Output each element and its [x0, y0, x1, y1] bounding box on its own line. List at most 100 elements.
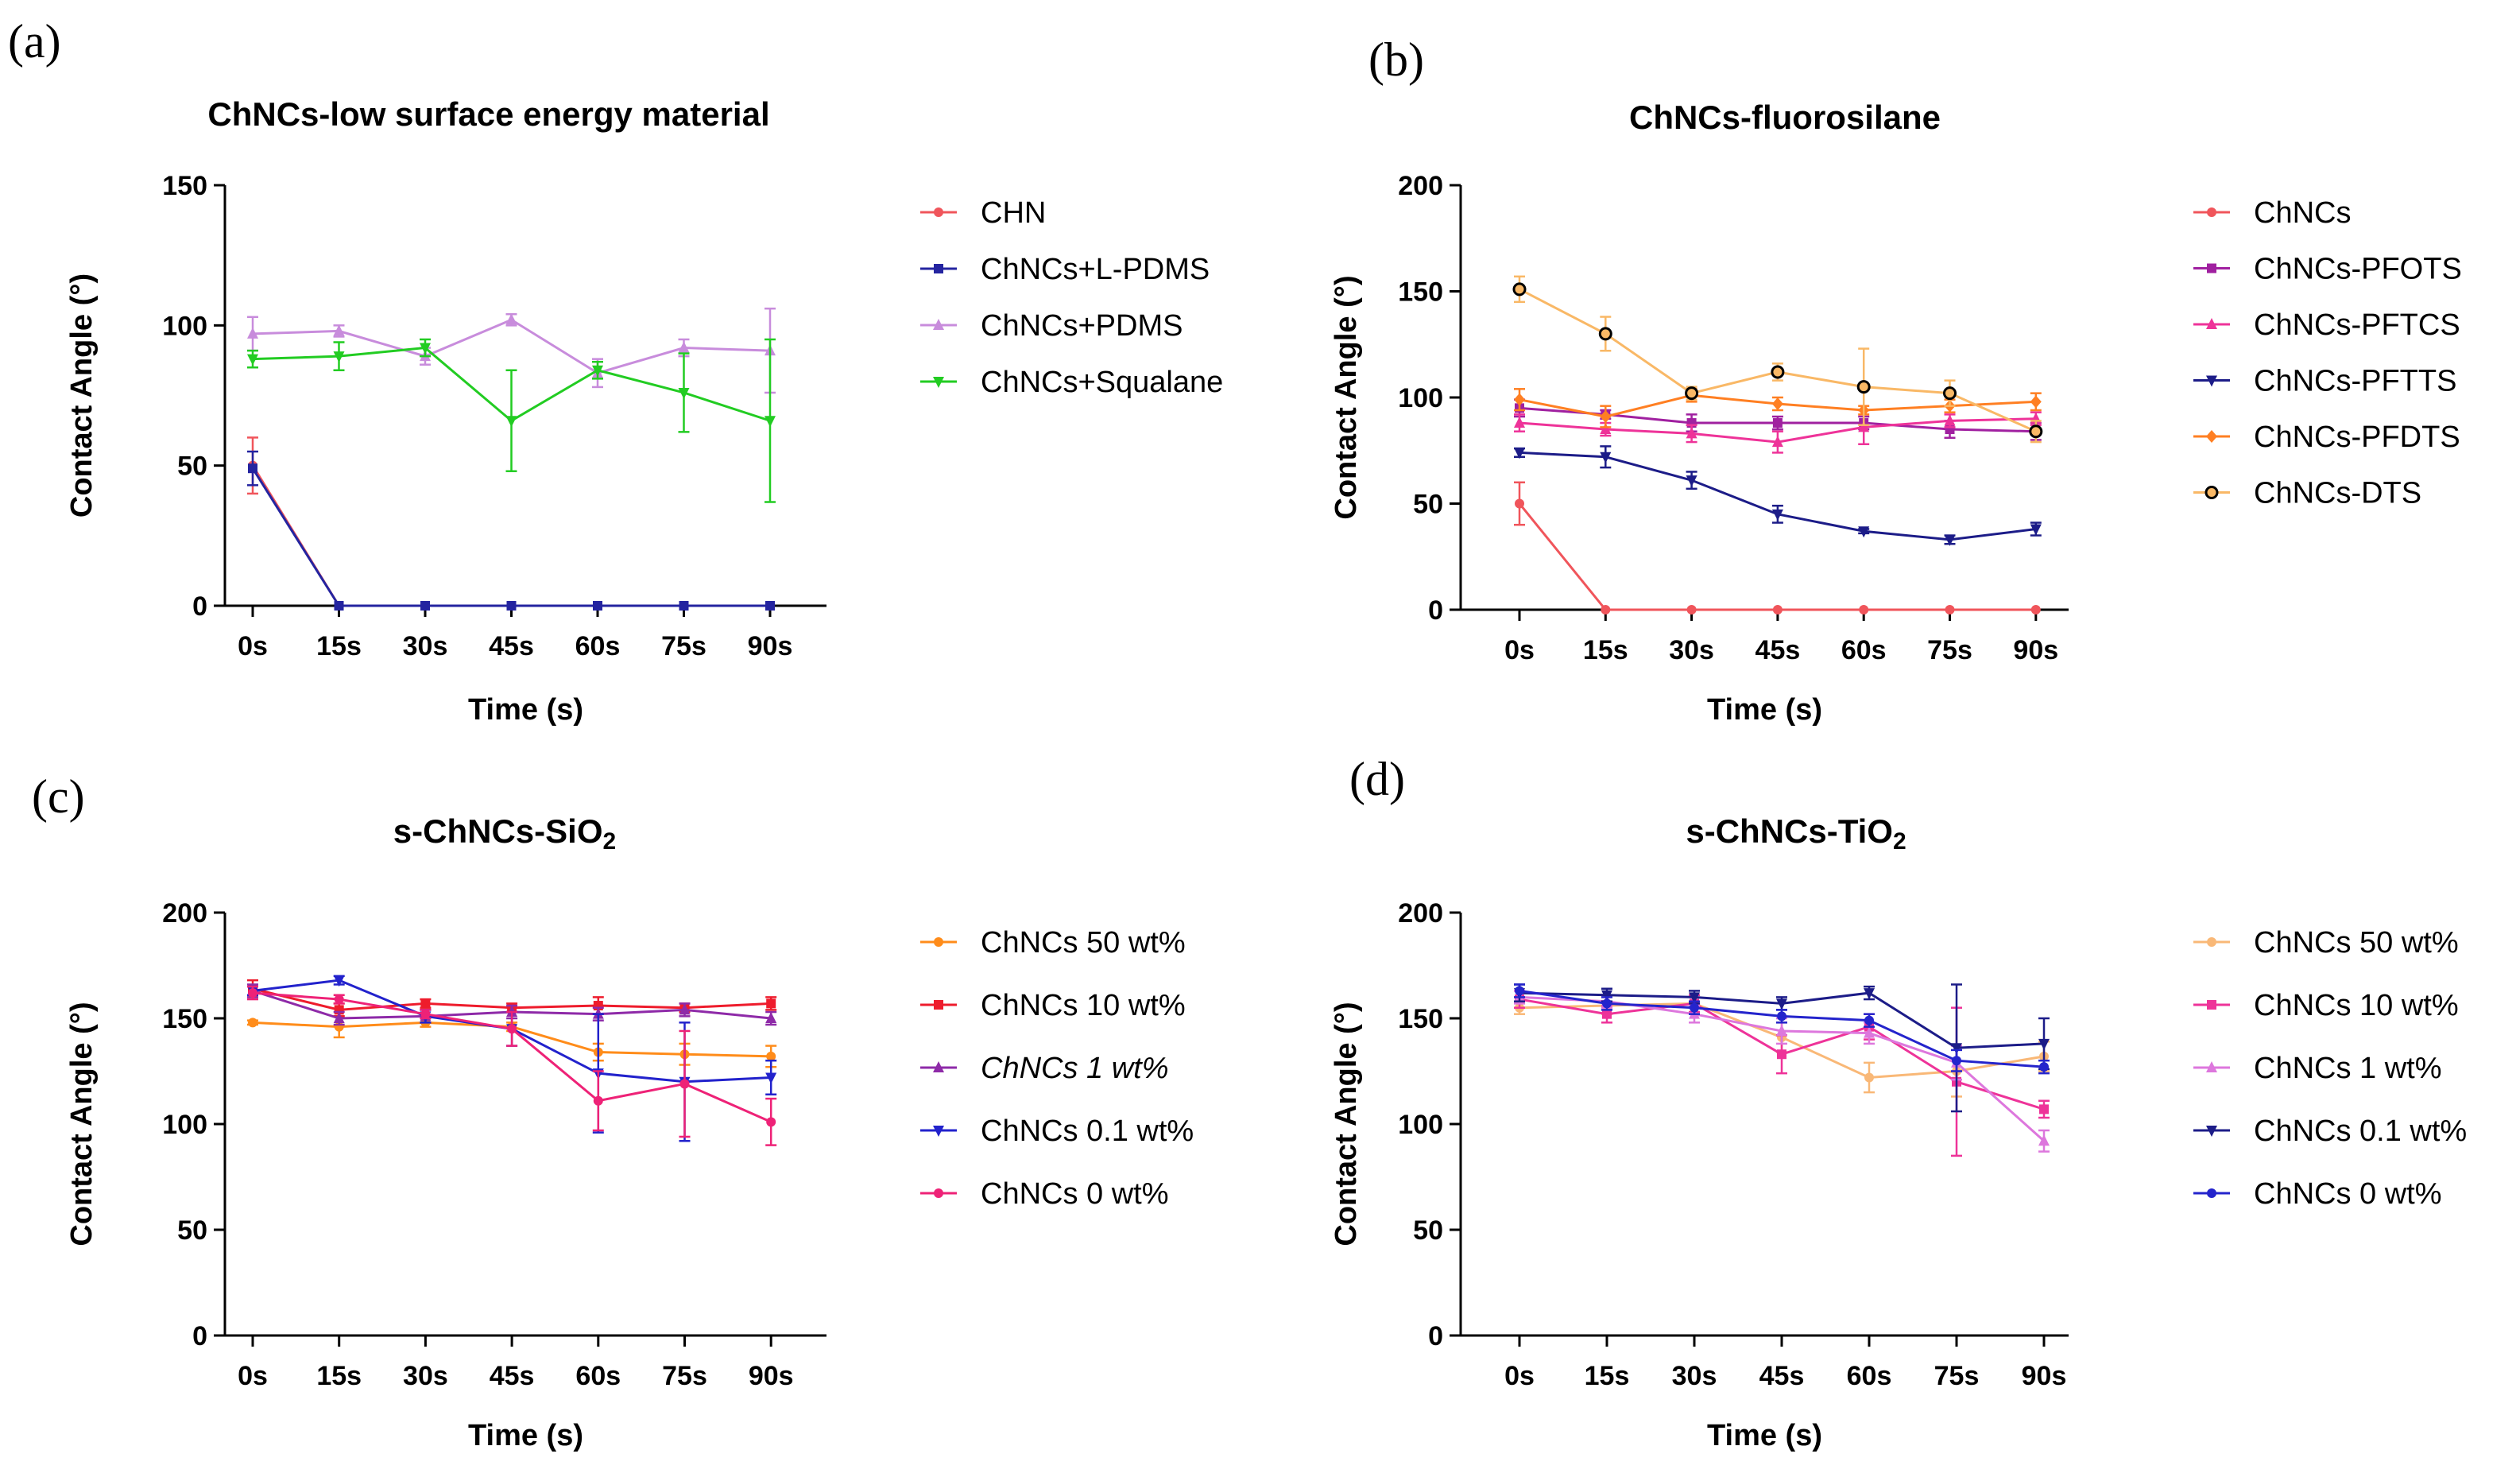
data-point	[333, 324, 345, 336]
y-tick-label: 50	[1413, 490, 1443, 520]
y-tick-label: 50	[1413, 1215, 1443, 1246]
legend-entry: ChNCs 50 wt%	[920, 926, 1186, 959]
legend-label: ChNCs-PFTCS	[2254, 308, 2460, 342]
x-axis-label: Time (s)	[1707, 1419, 1822, 1452]
legend-label: CHN	[981, 196, 1046, 230]
y-tick-label: 50	[177, 1215, 207, 1246]
chart-panel-2: (b) ChNCs-fluorosilane 0 50 100 150 200 0s 15s 30…	[1330, 33, 2462, 727]
legend-label: ChNCs-DTS	[2254, 477, 2421, 510]
data-point	[247, 327, 258, 339]
data-point	[1943, 386, 1957, 401]
data-point	[1600, 410, 1612, 424]
x-tick-label: 30s	[403, 1361, 448, 1391]
legend-marker	[2206, 1061, 2217, 1072]
legend-marker	[933, 1061, 944, 1072]
x-tick-label: 30s	[1669, 635, 1714, 665]
data-point	[248, 988, 257, 998]
series-chncs-squalane	[247, 338, 776, 503]
data-point	[678, 387, 690, 399]
data-point	[1772, 605, 1783, 614]
legend-entry: ChNCs-PFDTS	[2193, 421, 2460, 454]
data-point	[766, 1117, 776, 1127]
legend-label: ChNCs 50 wt%	[2254, 926, 2459, 959]
series-chncs-pftts	[1514, 445, 2042, 546]
data-point	[1686, 427, 1697, 439]
x-tick-label: 75s	[662, 1361, 707, 1391]
chart-panel-1: (a) ChNCs-low surface energy material 0 50 1…	[8, 15, 1223, 727]
data-point	[2039, 1104, 2049, 1115]
legend-marker	[933, 319, 944, 330]
y-tick-label: 50	[177, 452, 207, 482]
data-point	[1771, 365, 1785, 379]
data-point	[766, 998, 776, 1009]
data-point	[2039, 1062, 2049, 1072]
x-tick-label: 0s	[238, 631, 268, 661]
data-point	[247, 354, 258, 366]
legend-label: ChNCs 10 wt%	[981, 989, 1186, 1022]
x-tick-label: 90s	[749, 1361, 794, 1391]
legend-label: ChNCs 1 wt%	[2254, 1052, 2442, 1085]
data-point	[1856, 380, 1871, 394]
data-point	[766, 1051, 776, 1061]
data-point	[334, 601, 344, 611]
chart-title: ChNCs-fluorosilane	[1629, 99, 1941, 136]
data-point	[1858, 421, 1870, 432]
data-point	[1776, 1024, 1787, 1036]
data-point	[1776, 998, 1787, 1010]
legend-marker	[2206, 375, 2217, 387]
x-tick-label: 60s	[1841, 635, 1887, 665]
data-point	[1689, 992, 1700, 1004]
series-line	[251, 467, 770, 607]
legend-label: ChNCs 0.1 wt%	[2254, 1115, 2467, 1148]
y-axis-label: Contact Angle (°)	[1330, 275, 1363, 519]
data-point	[1602, 1009, 1612, 1019]
series-line	[1519, 451, 2036, 541]
y-tick-label: 150	[1398, 1004, 1443, 1034]
data-point	[1945, 605, 1955, 614]
legend-entry: ChNCs 10 wt%	[920, 989, 1186, 1022]
data-point	[1514, 448, 1525, 459]
data-point	[1864, 988, 1875, 1000]
legend-marker	[933, 1126, 944, 1137]
x-tick-label: 90s	[2013, 635, 2058, 665]
data-point	[1951, 1043, 1962, 1055]
legend-entry: ChNCs+PDMS	[920, 309, 1183, 343]
legend-marker	[2205, 486, 2219, 499]
legend-entry: ChNCs+L-PDMS	[920, 253, 1210, 286]
data-point	[1601, 605, 1611, 614]
y-tick-label: 0	[192, 591, 207, 622]
legend-entry: ChNCs-PFOTS	[2193, 253, 2462, 286]
data-point	[1777, 1011, 1786, 1021]
x-tick-label: 15s	[1583, 635, 1628, 665]
legend-label: ChNCs+L-PDMS	[981, 253, 1210, 286]
data-point	[1515, 498, 1524, 509]
data-point	[1598, 327, 1612, 341]
chart-title: ChNCs-low surface energy material	[207, 95, 769, 133]
y-tick-label: 100	[1398, 1110, 1443, 1140]
legend-entry: ChNCs 0.1 wt%	[920, 1115, 1194, 1148]
x-tick-label: 0s	[1504, 635, 1535, 665]
data-point	[1512, 282, 1527, 297]
legend-label: ChNCs 0.1 wt%	[981, 1115, 1194, 1148]
legend-label: ChNCs-PFDTS	[2254, 421, 2460, 454]
chart-title: s-ChNCs-TiO2	[1686, 812, 1906, 855]
chart-panel-4: (d) s-ChNCs-TiO2 0 50 100 150 200 0s 15s 30s 45s 60…	[1330, 753, 2467, 1452]
legend-marker	[934, 264, 943, 273]
data-point	[679, 1079, 690, 1089]
data-point	[1686, 475, 1697, 487]
x-tick-label: 30s	[1672, 1361, 1717, 1391]
x-tick-label: 90s	[2022, 1361, 2067, 1391]
legend-label: ChNCs 0 wt%	[981, 1177, 1169, 1211]
legend-entry: ChNCs-PFTCS	[2193, 308, 2460, 342]
legend-marker	[934, 1000, 943, 1010]
series-chncs-0-wt-	[247, 985, 777, 1146]
x-tick-label: 60s	[575, 1361, 621, 1391]
y-axis-label: Contact Angle (°)	[65, 1002, 99, 1246]
x-tick-label: 45s	[1755, 635, 1801, 665]
legend-label: ChNCs	[2254, 196, 2351, 230]
legend-entry: ChNCs-DTS	[2193, 477, 2421, 510]
data-point	[1772, 418, 1783, 428]
x-tick-label: 15s	[316, 631, 362, 661]
x-tick-label: 15s	[1585, 1361, 1630, 1391]
